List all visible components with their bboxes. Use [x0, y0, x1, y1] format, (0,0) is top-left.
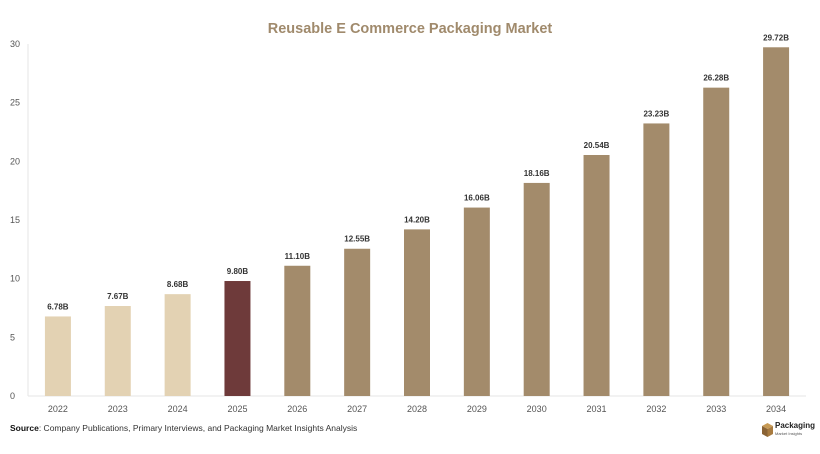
chart-title: Reusable E Commerce Packaging Market [267, 21, 553, 37]
x-tick-label: 2029 [467, 404, 487, 414]
source-note: Source: Company Publications, Primary In… [10, 423, 357, 433]
x-tick-label: 2027 [347, 404, 367, 414]
bar-2031 [583, 154, 610, 396]
source-label: Source [10, 423, 39, 433]
x-tick-label: 2022 [48, 404, 68, 414]
bar-2028 [404, 229, 430, 396]
x-tick-label: 2023 [108, 404, 128, 414]
data-label: 16.06B [464, 194, 490, 203]
x-axis-ticks: 2022 2023 2024 2025 2026 2027 2028 2029 2030 2031… [48, 404, 786, 414]
bar-2027 [344, 248, 371, 396]
box-icon [762, 423, 773, 437]
bar-2030 [523, 182, 550, 396]
x-tick-label: 2024 [168, 404, 188, 414]
brand-logo: Packaging Market Insights [762, 421, 816, 441]
logo-subtitle: Market Insights [775, 431, 803, 436]
x-tick-label: 2030 [527, 404, 547, 414]
data-label: 8.68B [167, 280, 189, 289]
bar-2033 [703, 87, 730, 396]
y-tick-label: 20 [10, 156, 20, 166]
data-label: 29.72B [763, 33, 789, 42]
x-tick-label: 2032 [646, 404, 666, 414]
x-tick-label: 2026 [287, 404, 307, 414]
bar-2024 [164, 294, 191, 396]
x-tick-label: 2033 [706, 404, 726, 414]
y-tick-label: 10 [10, 274, 20, 284]
data-label: 18.16B [524, 169, 550, 178]
bar-2032 [643, 123, 670, 397]
data-label: 20.54B [584, 141, 610, 150]
data-label: 26.28B [703, 74, 729, 83]
bar-2034 [763, 47, 790, 396]
y-tick-label: 30 [10, 39, 20, 49]
data-label: 11.10B [285, 252, 311, 261]
y-tick-label: 25 [10, 98, 20, 108]
bar-2023 [104, 306, 131, 396]
bars-group [44, 47, 790, 397]
data-label: 9.80B [227, 267, 249, 276]
bar-2026 [284, 265, 311, 396]
x-tick-label: 2034 [766, 404, 786, 414]
data-label: 7.67B [107, 292, 129, 301]
x-tick-label: 2028 [407, 404, 427, 414]
y-tick-label: 0 [10, 391, 15, 401]
bar-2029 [463, 207, 490, 396]
source-text: : Company Publications, Primary Intervie… [38, 423, 358, 433]
bar-2025 [224, 281, 251, 396]
data-label: 14.20B [404, 215, 430, 224]
data-label: 12.55B [344, 235, 370, 244]
logo-name: Packaging [775, 421, 816, 430]
value-labels-group: 6.78B 7.67B 8.68B 9.80B 11.10B 12.55B 14.20B 16… [47, 33, 789, 311]
bar-2022 [44, 316, 71, 396]
y-axis-ticks: 0 5 10 15 20 25 30 [10, 39, 20, 401]
data-label: 6.78B [47, 302, 69, 311]
y-tick-label: 5 [10, 332, 15, 342]
y-tick-label: 15 [10, 215, 20, 225]
x-tick-label: 2025 [227, 404, 247, 414]
data-label: 23.23B [643, 109, 669, 118]
x-tick-label: 2031 [587, 404, 607, 414]
